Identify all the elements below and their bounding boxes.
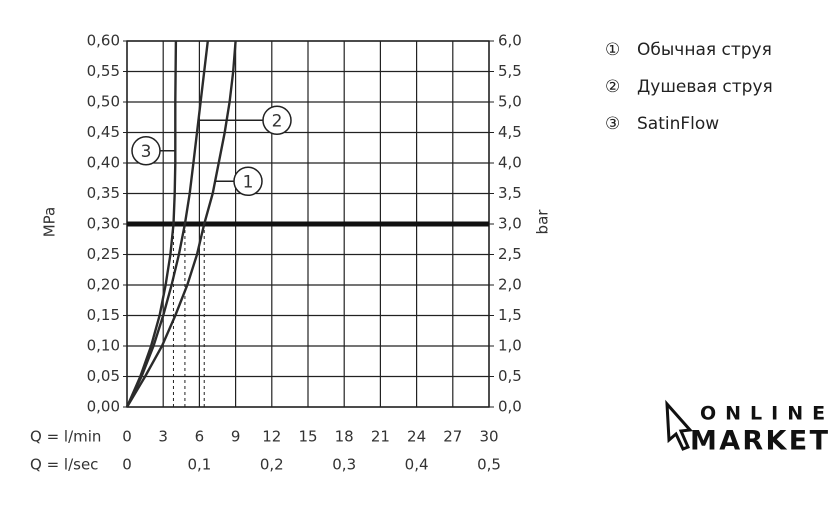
cursor-icon [665, 399, 694, 451]
y2-tick-label: 3,0 [498, 215, 522, 233]
y-tick-label: 0,60 [87, 32, 120, 50]
y2-tick-label: 4,0 [498, 154, 522, 172]
x-tick-label: 0 [122, 428, 132, 446]
x-tick-label: 30 [479, 428, 498, 446]
y2-tick-label: 4,5 [498, 123, 522, 141]
x-tick-label: 3 [158, 428, 168, 446]
legend-label: Душевая струя [637, 77, 773, 97]
y2-axis-title: bar [534, 209, 552, 235]
y-tick-label: 0,45 [87, 123, 120, 141]
x-tick-label: 24 [407, 428, 426, 446]
label-circle [131, 136, 161, 166]
x2-tick-label: 0,5 [477, 456, 501, 474]
x2-tick-label: 0 [122, 456, 132, 474]
x2-tick-label: 0,2 [260, 456, 284, 474]
y-tick-label: 0,40 [87, 154, 120, 172]
curve-label-text: 1 [243, 172, 254, 192]
curve-label: 1 [215, 166, 263, 197]
y2-tick-label: 5,5 [498, 62, 522, 80]
x-tick-label: 6 [195, 428, 205, 446]
watermark: ONLINE MARKET [665, 399, 834, 457]
label-circle [233, 166, 263, 197]
legend-symbol: ① [605, 40, 620, 60]
x2-tick-label: 0,4 [405, 456, 429, 474]
y-tick-label: 0,30 [87, 215, 120, 233]
y2-tick-label: 2,5 [498, 245, 522, 263]
y-tick-label: 0,10 [87, 337, 120, 355]
curve-label-text: 3 [141, 142, 152, 162]
y2-tick-label: 6,0 [498, 32, 522, 50]
y2-tick-label: 0,0 [498, 398, 522, 416]
series-line [125, 40, 178, 408]
y-tick-label: 0,20 [87, 276, 120, 294]
x-tick-label: 15 [298, 428, 317, 446]
y2-tick-label: 2,0 [498, 276, 522, 294]
x2-tick-label: 0,3 [332, 456, 356, 474]
curve-label: 3 [131, 136, 176, 166]
y2-tick-label: 0,5 [498, 367, 522, 385]
x2-axis-title: Q = l/sec [30, 456, 98, 474]
y-tick-label: 0,00 [87, 398, 120, 416]
y-tick-label: 0,50 [87, 93, 120, 111]
watermark-top: ONLINE [700, 403, 834, 425]
legend-symbol: ③ [605, 114, 620, 134]
y-tick-label: 0,55 [87, 62, 120, 80]
label-circle [262, 105, 292, 136]
legend-label: SatinFlow [637, 114, 719, 134]
y2-tick-label: 5,0 [498, 93, 522, 111]
y-tick-label: 0,05 [87, 367, 120, 385]
watermark-bottom: MARKET [690, 426, 829, 457]
y-tick-label: 0,35 [87, 184, 120, 202]
x-tick-label: 9 [231, 428, 241, 446]
legend-label: Обычная струя [637, 40, 772, 60]
x-tick-label: 18 [335, 428, 354, 446]
x-tick-label: 21 [371, 428, 390, 446]
x2-tick-label: 0,1 [187, 456, 211, 474]
curve-label-text: 2 [272, 111, 283, 131]
x-tick-label: 12 [262, 428, 281, 446]
curve-label: 2 [198, 105, 292, 136]
y2-tick-label: 1,0 [498, 337, 522, 355]
x-tick-label: 27 [443, 428, 462, 446]
legend-symbol: ② [605, 77, 620, 97]
y2-tick-label: 3,5 [498, 184, 522, 202]
y2-tick-label: 1,5 [498, 306, 522, 324]
y-tick-label: 0,25 [87, 245, 120, 263]
y-tick-label: 0,15 [87, 306, 120, 324]
y-axis-title: MPa [41, 207, 59, 238]
x-axis-title: Q = l/min [30, 428, 101, 446]
